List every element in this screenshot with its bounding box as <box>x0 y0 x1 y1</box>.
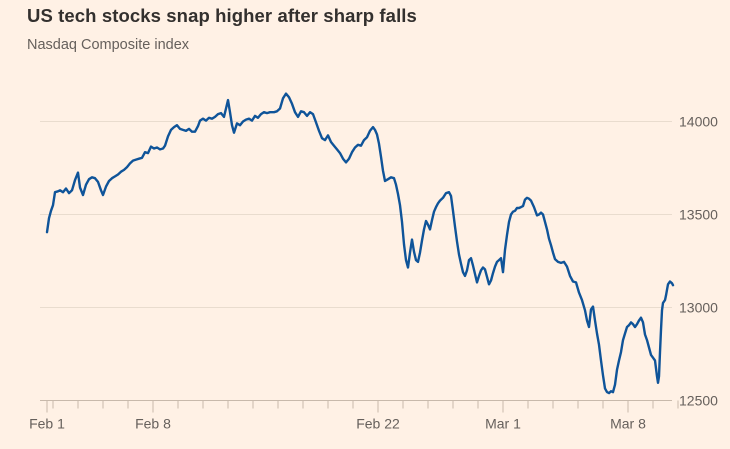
x-axis-ticks <box>46 400 679 413</box>
chart-subtitle: Nasdaq Composite index <box>27 37 190 53</box>
x-axis-labels: Feb 1 Feb 8 Feb 22 Mar 1 Mar 8 <box>29 416 646 432</box>
y-tick-label: 13000 <box>679 300 718 316</box>
x-tick-label: Feb 8 <box>135 416 171 432</box>
x-tick-label: Mar 1 <box>485 416 521 432</box>
y-tick-label: 14000 <box>679 114 718 130</box>
x-tick-label: Feb 1 <box>29 416 65 432</box>
x-tick-label: Feb 22 <box>356 416 400 432</box>
gridlines <box>40 121 672 401</box>
y-axis-labels: 12500 13000 13500 14000 <box>679 114 718 409</box>
y-tick-label: 13500 <box>679 207 718 223</box>
price-line <box>45 92 675 395</box>
chart-title: US tech stocks snap higher after sharp f… <box>27 5 417 26</box>
y-tick-label: 12500 <box>679 393 718 409</box>
x-tick-label: Mar 8 <box>610 416 646 432</box>
